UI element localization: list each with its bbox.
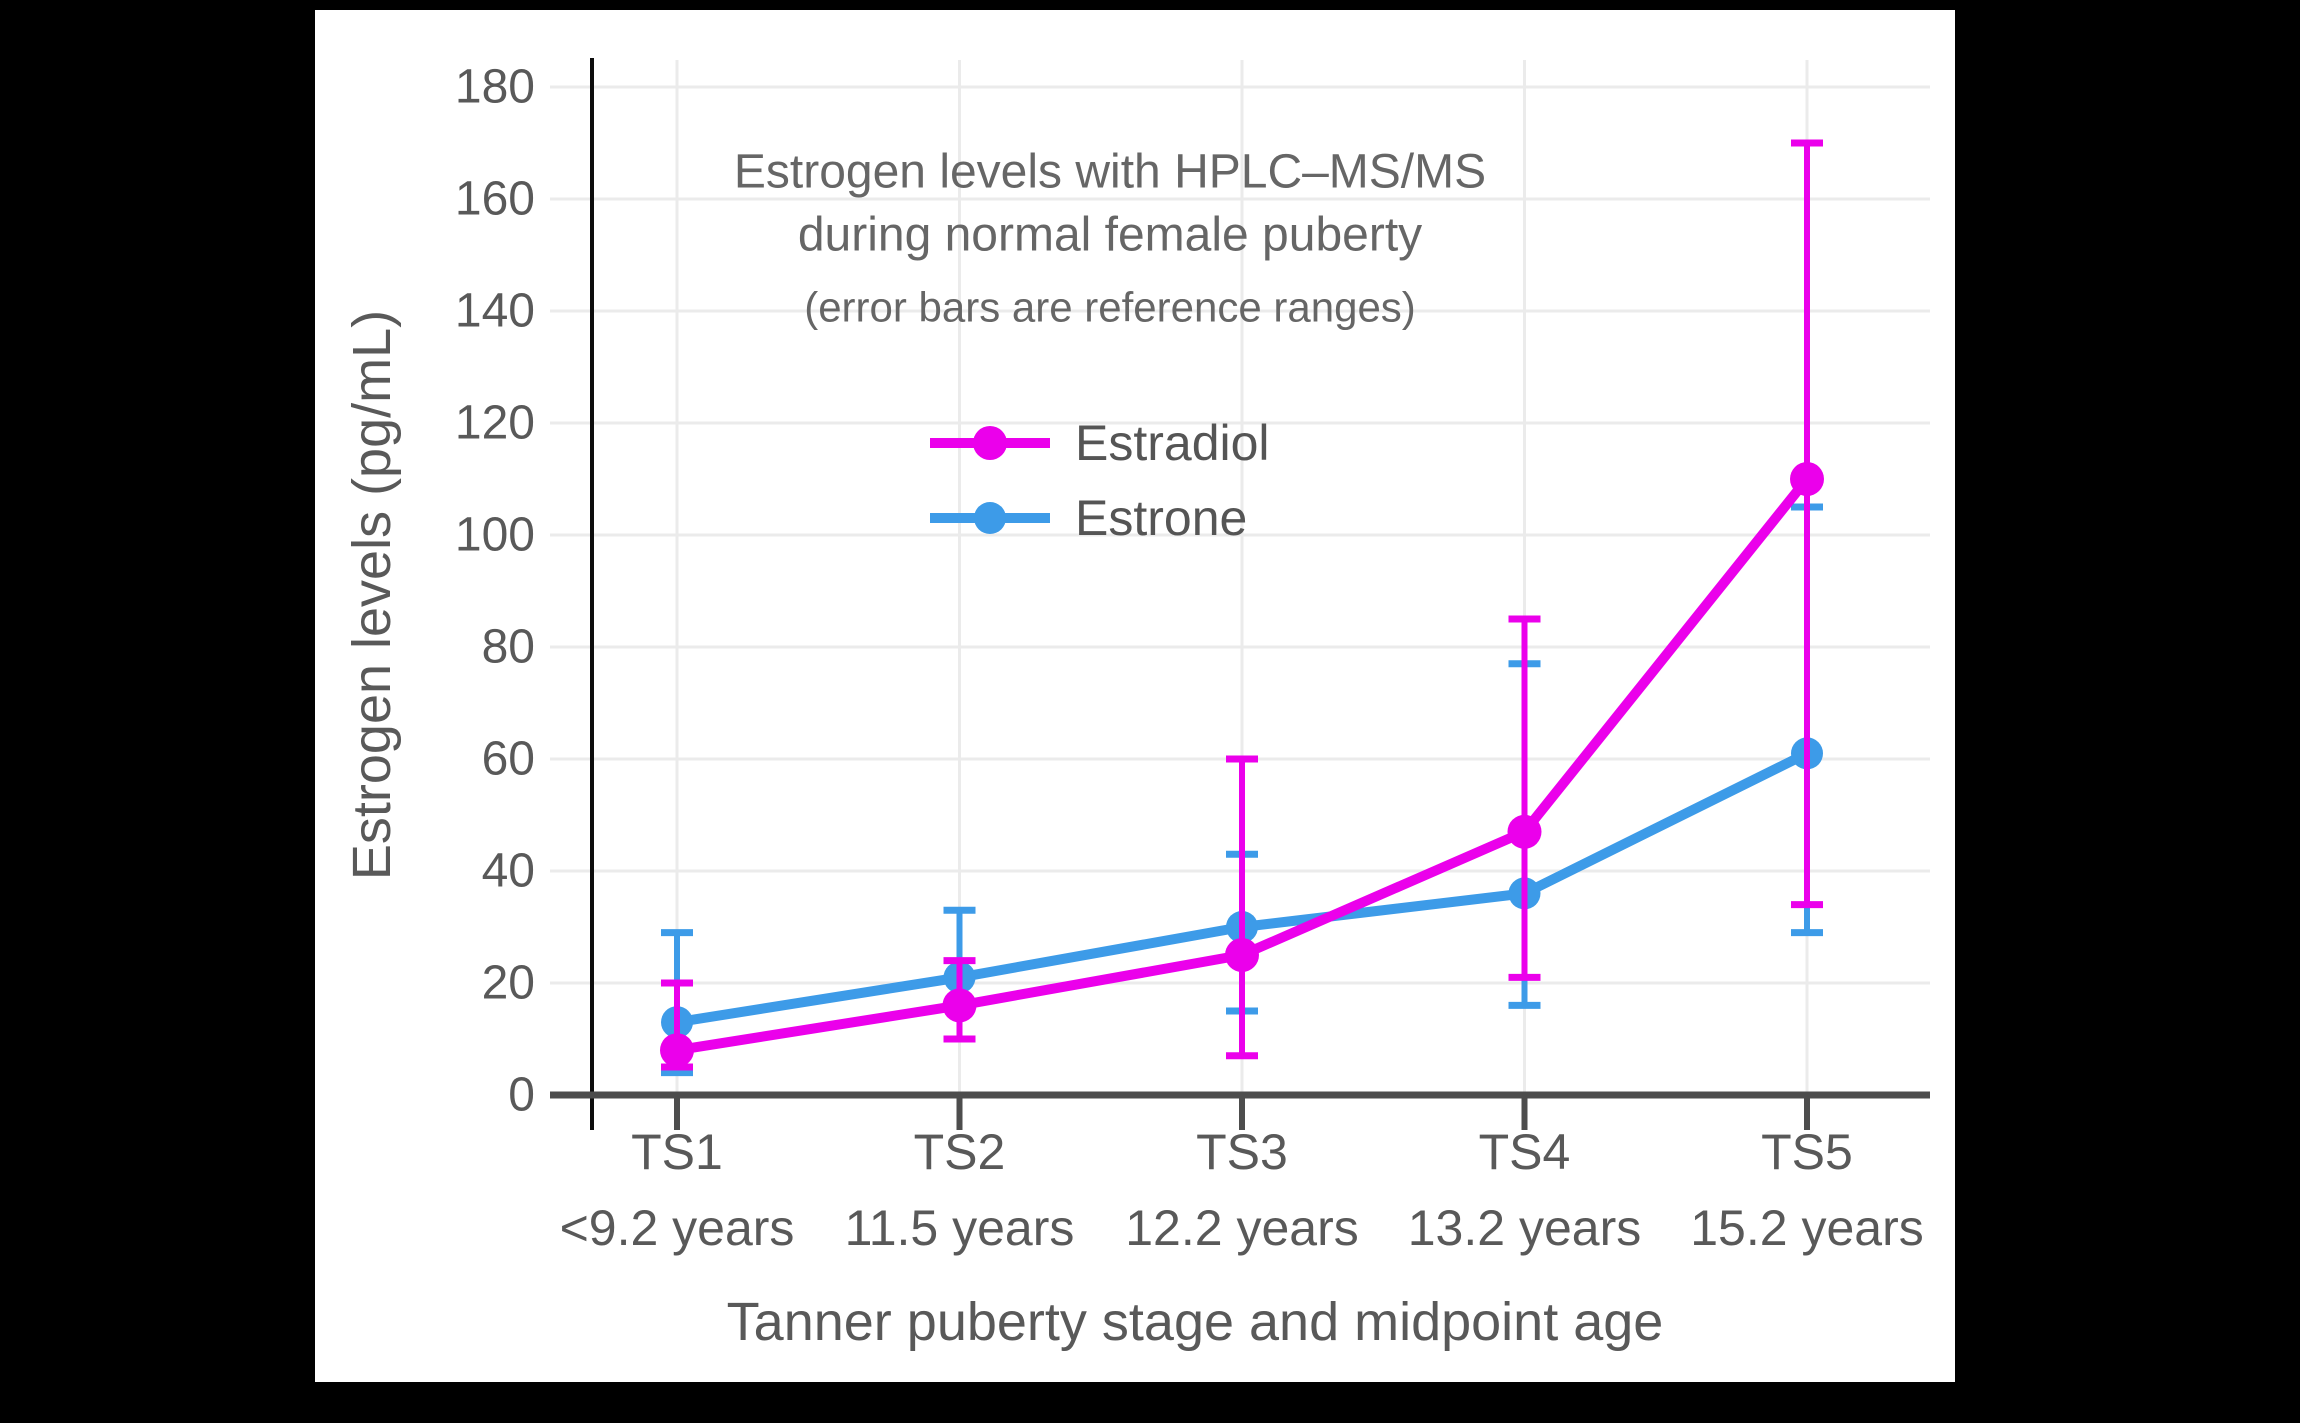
- legend: Estradiol Estrone: [930, 415, 1270, 546]
- x-tick-age-label: 12.2 years: [1125, 1200, 1358, 1256]
- y-tick-label: 100: [455, 509, 535, 562]
- estradiol-error-bar: [1226, 755, 1258, 1060]
- chart-title-line-2: during normal female puberty: [798, 209, 1422, 262]
- x-tick-stage-label: TS5: [1761, 1124, 1853, 1180]
- plot-area: [660, 139, 1824, 1077]
- legend-item-estrone: Estrone: [930, 490, 1247, 546]
- y-axis-title: Estrogen levels (pg/mL): [342, 310, 402, 880]
- chart-subtitle: (error bars are reference ranges): [804, 284, 1416, 331]
- estradiol-error-bar: [1508, 615, 1541, 981]
- x-tick-age-label: 13.2 years: [1408, 1200, 1641, 1256]
- x-tick-age-label: <9.2 years: [560, 1200, 795, 1256]
- x-axis-title: Tanner puberty stage and midpoint age: [727, 1292, 1664, 1352]
- legend-label-estrone: Estrone: [1075, 490, 1247, 546]
- figure-panel: [315, 10, 1955, 1382]
- y-tick-label: 140: [455, 285, 535, 338]
- legend-item-estradiol: Estradiol: [930, 415, 1270, 471]
- x-tick-age-label: 15.2 years: [1690, 1200, 1923, 1256]
- x-tick-stage-label: TS2: [914, 1124, 1006, 1180]
- estradiol-marker: [660, 1033, 694, 1068]
- legend-label-estradiol: Estradiol: [1075, 415, 1270, 471]
- chart-title-line-1: Estrogen levels with HPLC–MS/MS: [734, 146, 1486, 199]
- estradiol-legend-swatch-marker: [973, 426, 1007, 460]
- estradiol-marker: [942, 988, 977, 1023]
- estradiol-series: [660, 139, 1824, 1071]
- y-tick-label: 120: [455, 397, 535, 450]
- estradiol-error-bar: [1791, 139, 1823, 909]
- y-tick-label: 0: [508, 1069, 535, 1122]
- x-tick-stage-label: TS3: [1196, 1124, 1288, 1180]
- y-tick-label: 180: [455, 61, 535, 114]
- x-tick-stage-label: TS1: [631, 1124, 723, 1180]
- x-tick-stage-label: TS4: [1479, 1124, 1571, 1180]
- estradiol-marker: [1790, 462, 1824, 496]
- x-tick-age-label: 11.5 years: [845, 1200, 1075, 1256]
- y-tick-label: 60: [482, 733, 535, 786]
- y-tick-label: 80: [482, 621, 535, 674]
- y-tick-label: 20: [482, 957, 535, 1010]
- y-tick-label: 40: [482, 845, 535, 898]
- estrone-legend-swatch-marker: [974, 502, 1006, 534]
- y-tick-label: 160: [455, 173, 535, 226]
- estradiol-marker: [1507, 814, 1542, 849]
- estradiol-marker: [1225, 938, 1259, 972]
